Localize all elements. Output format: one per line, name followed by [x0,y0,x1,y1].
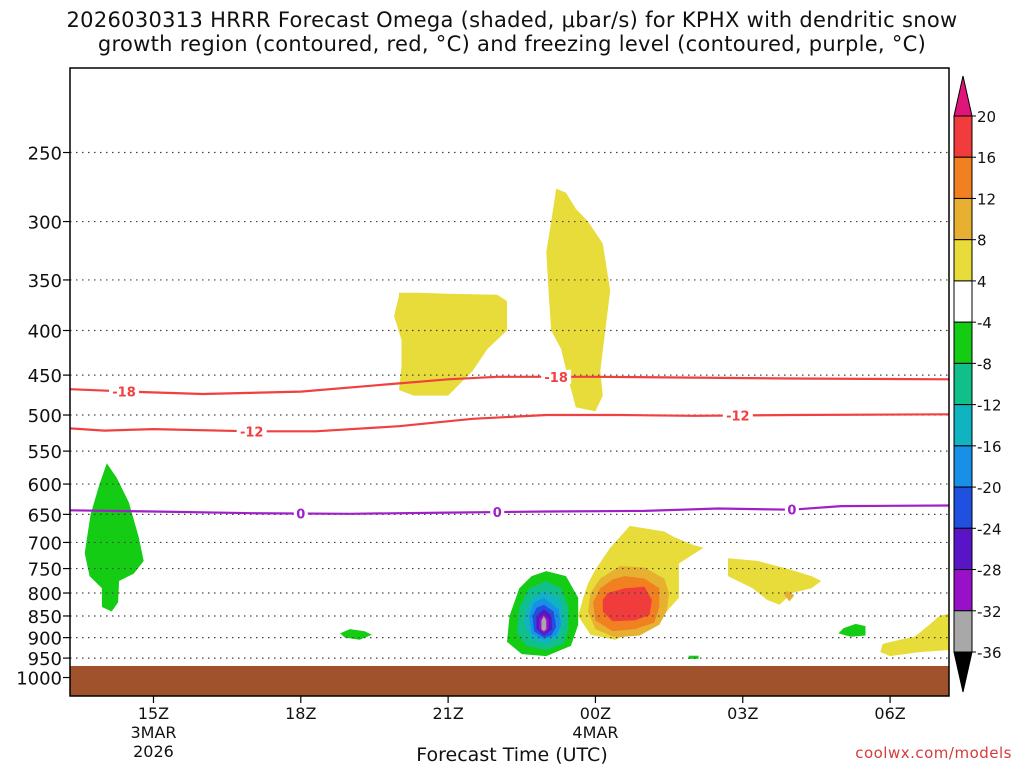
chart-title-line-1: 2026030313 HRRR Forecast Omega (shaded, … [66,8,958,32]
colorbar-label: -4 [977,314,992,332]
y-tick-label-950: 950 [28,649,62,670]
omega-region-6 [602,586,652,622]
x-tick-label-03Z: 03Z [727,704,758,723]
colorbar-label: -36 [977,644,1002,662]
y-tick-label-500: 500 [28,406,62,427]
y-tick-label-650: 650 [28,505,62,526]
y-tick-label-1000: 1000 [16,669,62,690]
colorbar-swatch-10 [953,527,973,571]
omega-region-14 [541,616,547,632]
colorbar-swatch-7 [953,404,973,447]
colorbar-label: -28 [977,562,1002,580]
y-tick-label-750: 750 [28,560,62,581]
y-tick-label-900: 900 [28,629,62,650]
contour-label-bg [236,424,267,439]
omega-region-2 [546,188,611,412]
colorbar-label: -32 [977,603,1002,621]
contour-label-0: 0 [493,506,502,521]
chart-title-line-2: growth region (contoured, red, °C) and f… [97,32,927,56]
omega-region-15 [728,558,822,605]
colorbar-arrow-bottom [953,651,973,693]
colorbar-label: 8 [977,232,987,250]
contour-label-bg [293,506,308,521]
colorbar-label: -16 [977,438,1002,456]
colorbar: 20 16 12 8 4 -4 -8 -12 -16 -20 -24 -28 -32 -36 [953,75,1002,693]
contour-label-0: 0 [296,508,305,523]
y-tick-label-450: 450 [28,366,62,387]
omega-region-19 [838,623,866,637]
contour-line--12 [70,413,949,433]
colorbar-label: -12 [977,397,1002,415]
y-tick-label-550: 550 [28,442,62,463]
colorbar-label: -20 [977,479,1002,497]
x-tick-sublabel-date: 3MAR [130,723,176,742]
x-tick-label-00Z: 00Z [580,704,611,723]
colorbar-label: 12 [977,190,996,208]
contour-label-bg [109,384,140,399]
colorbar-swatch-4 [953,280,973,323]
colorbar-swatch-0 [953,115,973,158]
colorbar-swatch-2 [953,197,973,241]
plot-frame [69,67,950,697]
y-tick-label-850: 850 [28,607,62,628]
surface-ground [70,665,949,696]
colorbar-swatch-5 [953,321,973,364]
colorbar-label: 16 [977,149,996,167]
contour-label--18: -18 [112,385,136,400]
contour-label-0: 0 [787,504,796,519]
contour-line-0 [70,504,949,515]
colorbar-swatch-6 [953,362,973,406]
x-tick-sublabel-year: 2026 [133,742,174,761]
colorbar-label: -8 [977,355,992,373]
omega-region-17 [880,613,949,657]
x-tick-label-15Z: 15Z [138,704,169,723]
colorbar-label: -24 [977,520,1002,538]
contour-line--18 [70,375,949,396]
contour-label--18: -18 [544,371,568,386]
omega-region-16 [784,590,795,602]
colorbar-arrow-top [953,75,973,117]
x-tick-label-06Z: 06Z [874,704,905,723]
contour-label-bg [722,408,753,423]
contour-label-bg [784,502,799,517]
credit-text: coolwx.com/models [855,744,1012,762]
colorbar-label: 4 [977,273,987,291]
contour-label--12: -12 [726,409,750,424]
plot-area: -18 -18 -12 -12 0 0 0 [70,151,949,696]
omega-region-18 [340,629,372,640]
y-tick-label-250: 250 [28,144,62,165]
contour-label-bg [541,369,572,384]
contour-label--12: -12 [240,425,264,440]
y-tick-label-800: 800 [28,584,62,605]
omega-region-20 [688,655,699,659]
colorbar-label: 20 [977,108,996,126]
x-tick-label-21Z: 21Z [432,704,463,723]
colorbar-swatch-12 [953,610,973,653]
colorbar-swatch-9 [953,486,973,529]
colorbar-swatch-1 [953,156,973,199]
colorbar-swatch-3 [953,239,973,282]
y-tick-label-600: 600 [28,475,62,496]
x-axis-label: Forecast Time (UTC) [416,744,608,766]
x-tick-sublabel-date: 4MAR [572,723,618,742]
colorbar-swatch-8 [953,445,973,488]
omega-region-1 [394,292,507,396]
contour-label-bg [490,505,505,520]
y-tick-label-700: 700 [28,533,62,554]
x-tick-label-18Z: 18Z [285,704,316,723]
y-tick-label-300: 300 [28,213,62,234]
y-tick-label-350: 350 [28,271,62,292]
omega-region-0 [84,463,144,612]
y-tick-label-400: 400 [28,322,62,343]
colorbar-swatch-11 [953,569,973,612]
